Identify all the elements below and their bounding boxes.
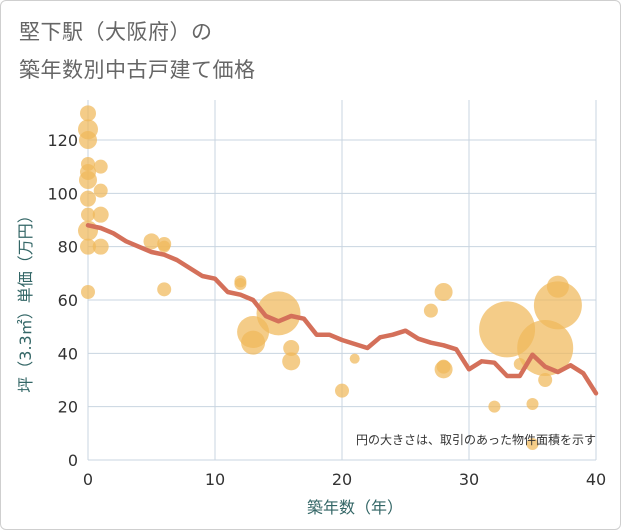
x-tick-label: 40 [586,470,606,489]
y-tick-label: 80 [58,238,78,257]
y-tick-label: 20 [58,398,78,417]
y-tick-label: 40 [58,344,78,363]
chart-title-line2: 築年数別中古戸建て価格 [19,58,256,82]
data-bubble [143,233,160,250]
data-bubble [80,190,96,207]
average-price-line [85,223,599,396]
chart-title-line1: 堅下駅（大阪府）の [19,20,213,44]
data-bubble [241,330,266,355]
data-bubble [538,373,553,387]
data-bubble [256,291,301,336]
data-bubble [79,131,97,149]
grid-lines [87,100,597,461]
data-bubble [533,281,582,330]
data-bubble [434,360,453,379]
y-tick-label: 120 [47,131,78,150]
x-tick-labels: 0 10 20 30 40 [83,470,606,489]
data-bubble [526,438,539,450]
data-bubble [92,238,109,255]
data-bubble [80,105,96,122]
y-tick-label: 100 [47,184,78,203]
data-bubble [488,400,501,413]
y-axis-label: 坪（3.3㎡）単価（万円） [16,207,35,392]
data-bubble [92,206,109,223]
data-bubble [80,238,96,255]
data-bubble [93,159,108,174]
data-bubble [282,352,301,371]
data-bubble [434,283,453,301]
bubble-size-note: 円の大きさは、取引のあった物件面積を示す [356,432,596,447]
x-tick-label: 10 [205,470,225,489]
x-axis-label: 築年数（年） [307,498,403,517]
x-tick-label: 30 [459,470,479,489]
data-bubble [81,285,95,299]
data-bubble [349,353,360,364]
data-bubble [423,303,438,318]
data-bubble [517,320,574,376]
data-bubble [526,398,539,410]
data-bubble [546,275,569,298]
data-bubble [335,383,349,398]
data-bubble [157,282,172,297]
data-bubble [81,207,95,222]
x-tick-label: 0 [83,470,93,489]
y-tick-labels: 0 20 40 60 80 100 120 [47,131,78,470]
data-bubble [158,240,171,253]
data-bubble [234,278,247,290]
y-tick-label: 60 [58,291,78,310]
bubble-series [78,105,582,450]
data-bubble [79,171,97,189]
data-bubble [283,340,300,356]
data-bubble [93,183,108,198]
y-tick-label: 0 [68,451,78,470]
trend-line-group [85,223,599,396]
x-tick-label: 20 [332,470,352,489]
